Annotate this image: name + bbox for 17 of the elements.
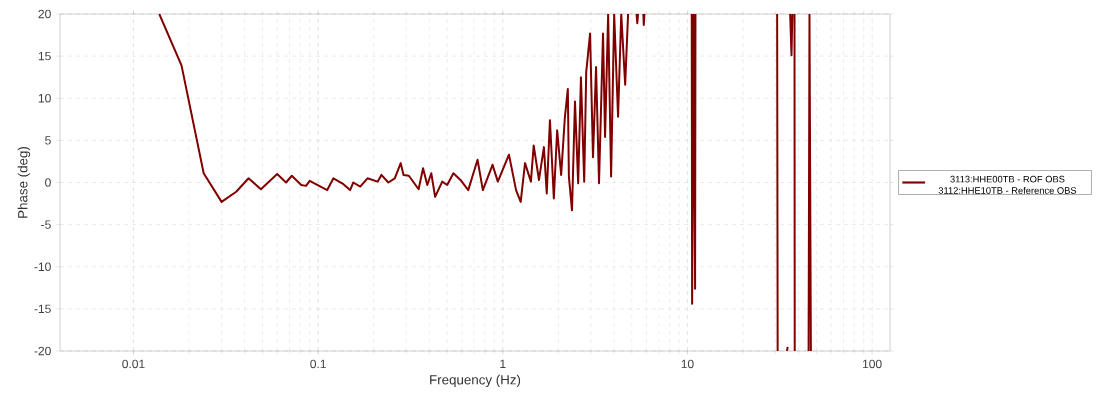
y-tick-label: 15 <box>38 51 51 61</box>
y-tick-label: 10 <box>38 94 51 103</box>
x-tick-label: 0.1 <box>310 359 326 369</box>
y-tick-label: -10 <box>34 262 51 272</box>
y-tick-label: -15 <box>34 304 51 314</box>
y-tick-label: 20 <box>38 9 51 19</box>
x-tick-label: 0.01 <box>122 359 145 369</box>
y-tick-label: 0 <box>45 178 51 187</box>
x-tick-label: 10 <box>681 359 694 369</box>
y-tick-label: -20 <box>34 346 51 356</box>
x-tick-label: 100 <box>863 359 882 369</box>
x-tick-label: 1 <box>500 359 506 368</box>
y-tick-label: -5 <box>41 220 51 229</box>
text: 3113:HHE00TB - ROF OBS 3112:HHE10TB - Reference OBS <box>938 175 1077 194</box>
y-tick-label: 5 <box>45 136 51 145</box>
x-axis-title: Frequency (Hz) <box>430 374 521 388</box>
y-axis-title: Phase (deg) <box>17 147 31 218</box>
